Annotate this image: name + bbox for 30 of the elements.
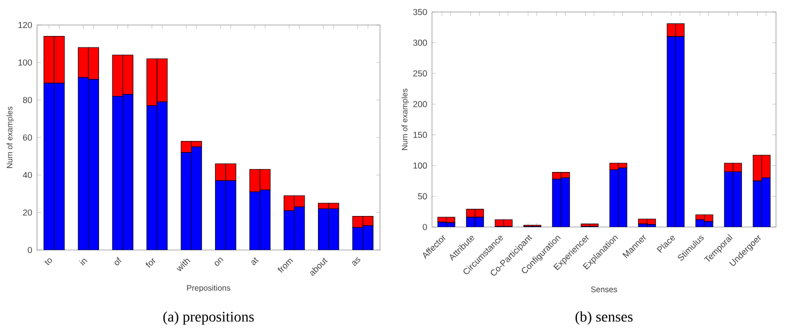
y-tick-label: 250 — [413, 70, 427, 76]
y-axis-title: Num of examples — [402, 88, 410, 150]
y-tick-label: 50 — [418, 193, 427, 200]
x-tick-label: as — [352, 258, 360, 266]
y-axis-title: Num of examples — [6, 106, 14, 168]
x-tick-label: from — [278, 258, 294, 273]
y-tick-label: 100 — [414, 162, 427, 169]
x-tick-label: in — [78, 258, 88, 266]
y-tick-label: 60 — [23, 134, 32, 141]
y-tick-label: 80 — [23, 96, 32, 104]
y-tick-label: 150 — [414, 132, 427, 138]
x-tick-label: with — [176, 258, 190, 272]
text: (a) prepositions — [163, 311, 254, 325]
y-tick-label: 0 — [422, 224, 427, 230]
y-tick-label: 100 — [18, 59, 32, 66]
y-tick-label: 20 — [23, 209, 32, 216]
y-tick-label: 200 — [413, 101, 427, 108]
y-tick-label: 40 — [22, 172, 32, 178]
x-axis-title: Senses — [591, 286, 618, 292]
text: (b) senses — [576, 311, 633, 325]
y-tick-label: 350 — [413, 8, 427, 16]
x-tick-label: of — [114, 256, 122, 266]
x-axis-title: Prepositions — [187, 284, 230, 292]
y-tick-label: 120 — [18, 22, 32, 28]
x-tick-label: at — [251, 257, 259, 266]
y-tick-label: 300 — [413, 40, 427, 46]
y-tick-label: 0 — [28, 246, 32, 254]
x-tick-label: to — [44, 258, 52, 265]
x-tick-label: for — [146, 258, 156, 268]
x-tick-label: on — [214, 258, 224, 266]
